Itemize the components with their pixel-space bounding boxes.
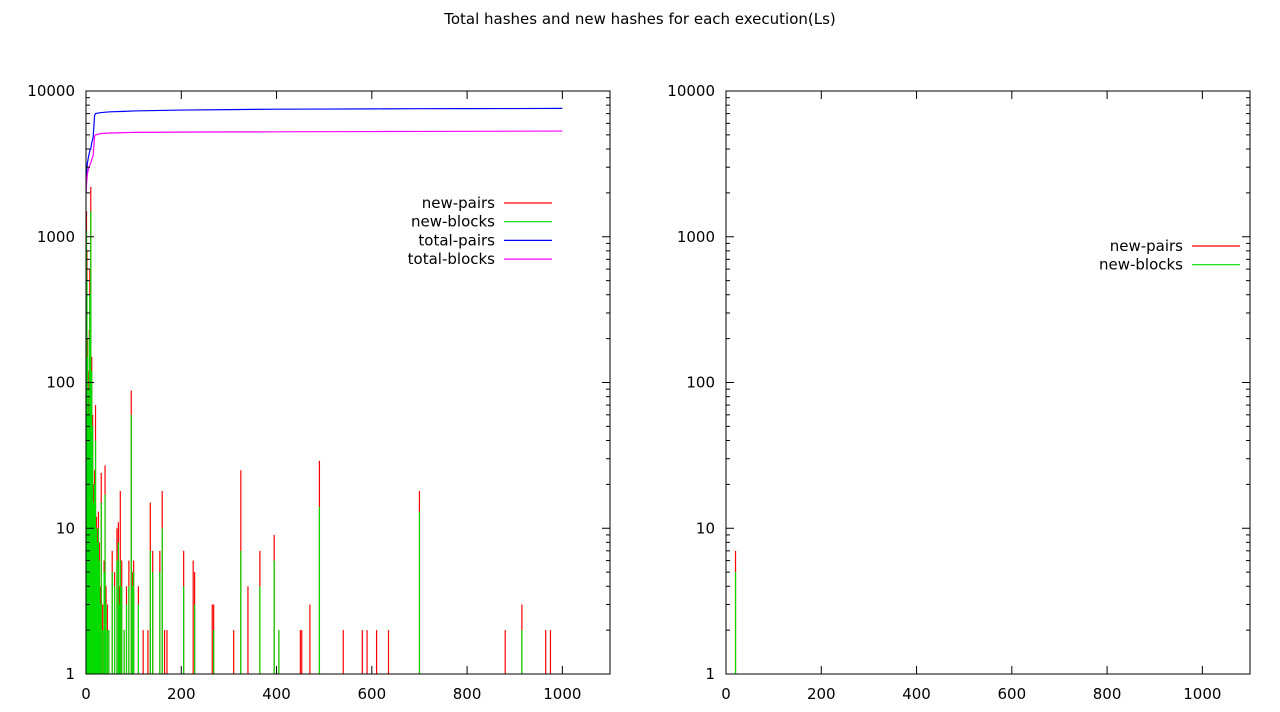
legend-label-new-blocks: new-blocks: [411, 213, 495, 231]
x-tick-label: 800: [453, 685, 482, 703]
legend: new-pairsnew-blockstotal-pairstotal-bloc…: [408, 194, 552, 268]
y-tick-label: 10000: [667, 82, 715, 100]
total-blocks-line: [86, 130, 563, 193]
y-tick-label: 1000: [677, 228, 715, 246]
legend-label-total-pairs: total-pairs: [418, 231, 495, 249]
chart-title: Total hashes and new hashes for each exe…: [444, 10, 836, 28]
x-tick-label: 1000: [543, 685, 581, 703]
plot-frame: [85, 90, 611, 675]
y-tick-label: 10000: [27, 82, 75, 100]
x-tick-label: 0: [81, 685, 91, 703]
y-tick-label: 1: [65, 665, 75, 683]
y-tick-label: 1: [705, 665, 715, 683]
x-tick-label: 600: [997, 685, 1026, 703]
y-tick-label: 10: [56, 519, 75, 537]
x-tick-label: 200: [807, 685, 836, 703]
x-tick-label: 400: [902, 685, 931, 703]
right-plot-panel: 0 200 400 600 800 1000 1 10 100 1000 10000 new-pair…: [667, 82, 1251, 703]
y-tick-label: 1000: [37, 228, 75, 246]
legend-label-new-blocks: new-blocks: [1099, 256, 1183, 274]
x-tick-label: 800: [1093, 685, 1122, 703]
x-tick-label: 600: [357, 685, 386, 703]
x-tick-label: 1000: [1183, 685, 1221, 703]
left-plot-panel: 0 200 400 600 800 1000 1 10 100 1000 10000 new-pair…: [27, 82, 611, 703]
plot-area: [86, 107, 563, 674]
legend-label-new-pairs: new-pairs: [422, 194, 495, 212]
x-tick-label: 200: [167, 685, 196, 703]
x-tick-label: 400: [262, 685, 291, 703]
y-tick-label: 100: [686, 374, 715, 392]
plot-frame: [725, 90, 1251, 675]
y-tick-label: 100: [46, 374, 75, 392]
legend-label-new-pairs: new-pairs: [1110, 237, 1183, 255]
x-tick-label: 0: [721, 685, 731, 703]
y-tick-label: 10: [696, 519, 715, 537]
total-pairs-line: [86, 107, 563, 193]
legend-label-total-blocks: total-blocks: [408, 250, 496, 268]
